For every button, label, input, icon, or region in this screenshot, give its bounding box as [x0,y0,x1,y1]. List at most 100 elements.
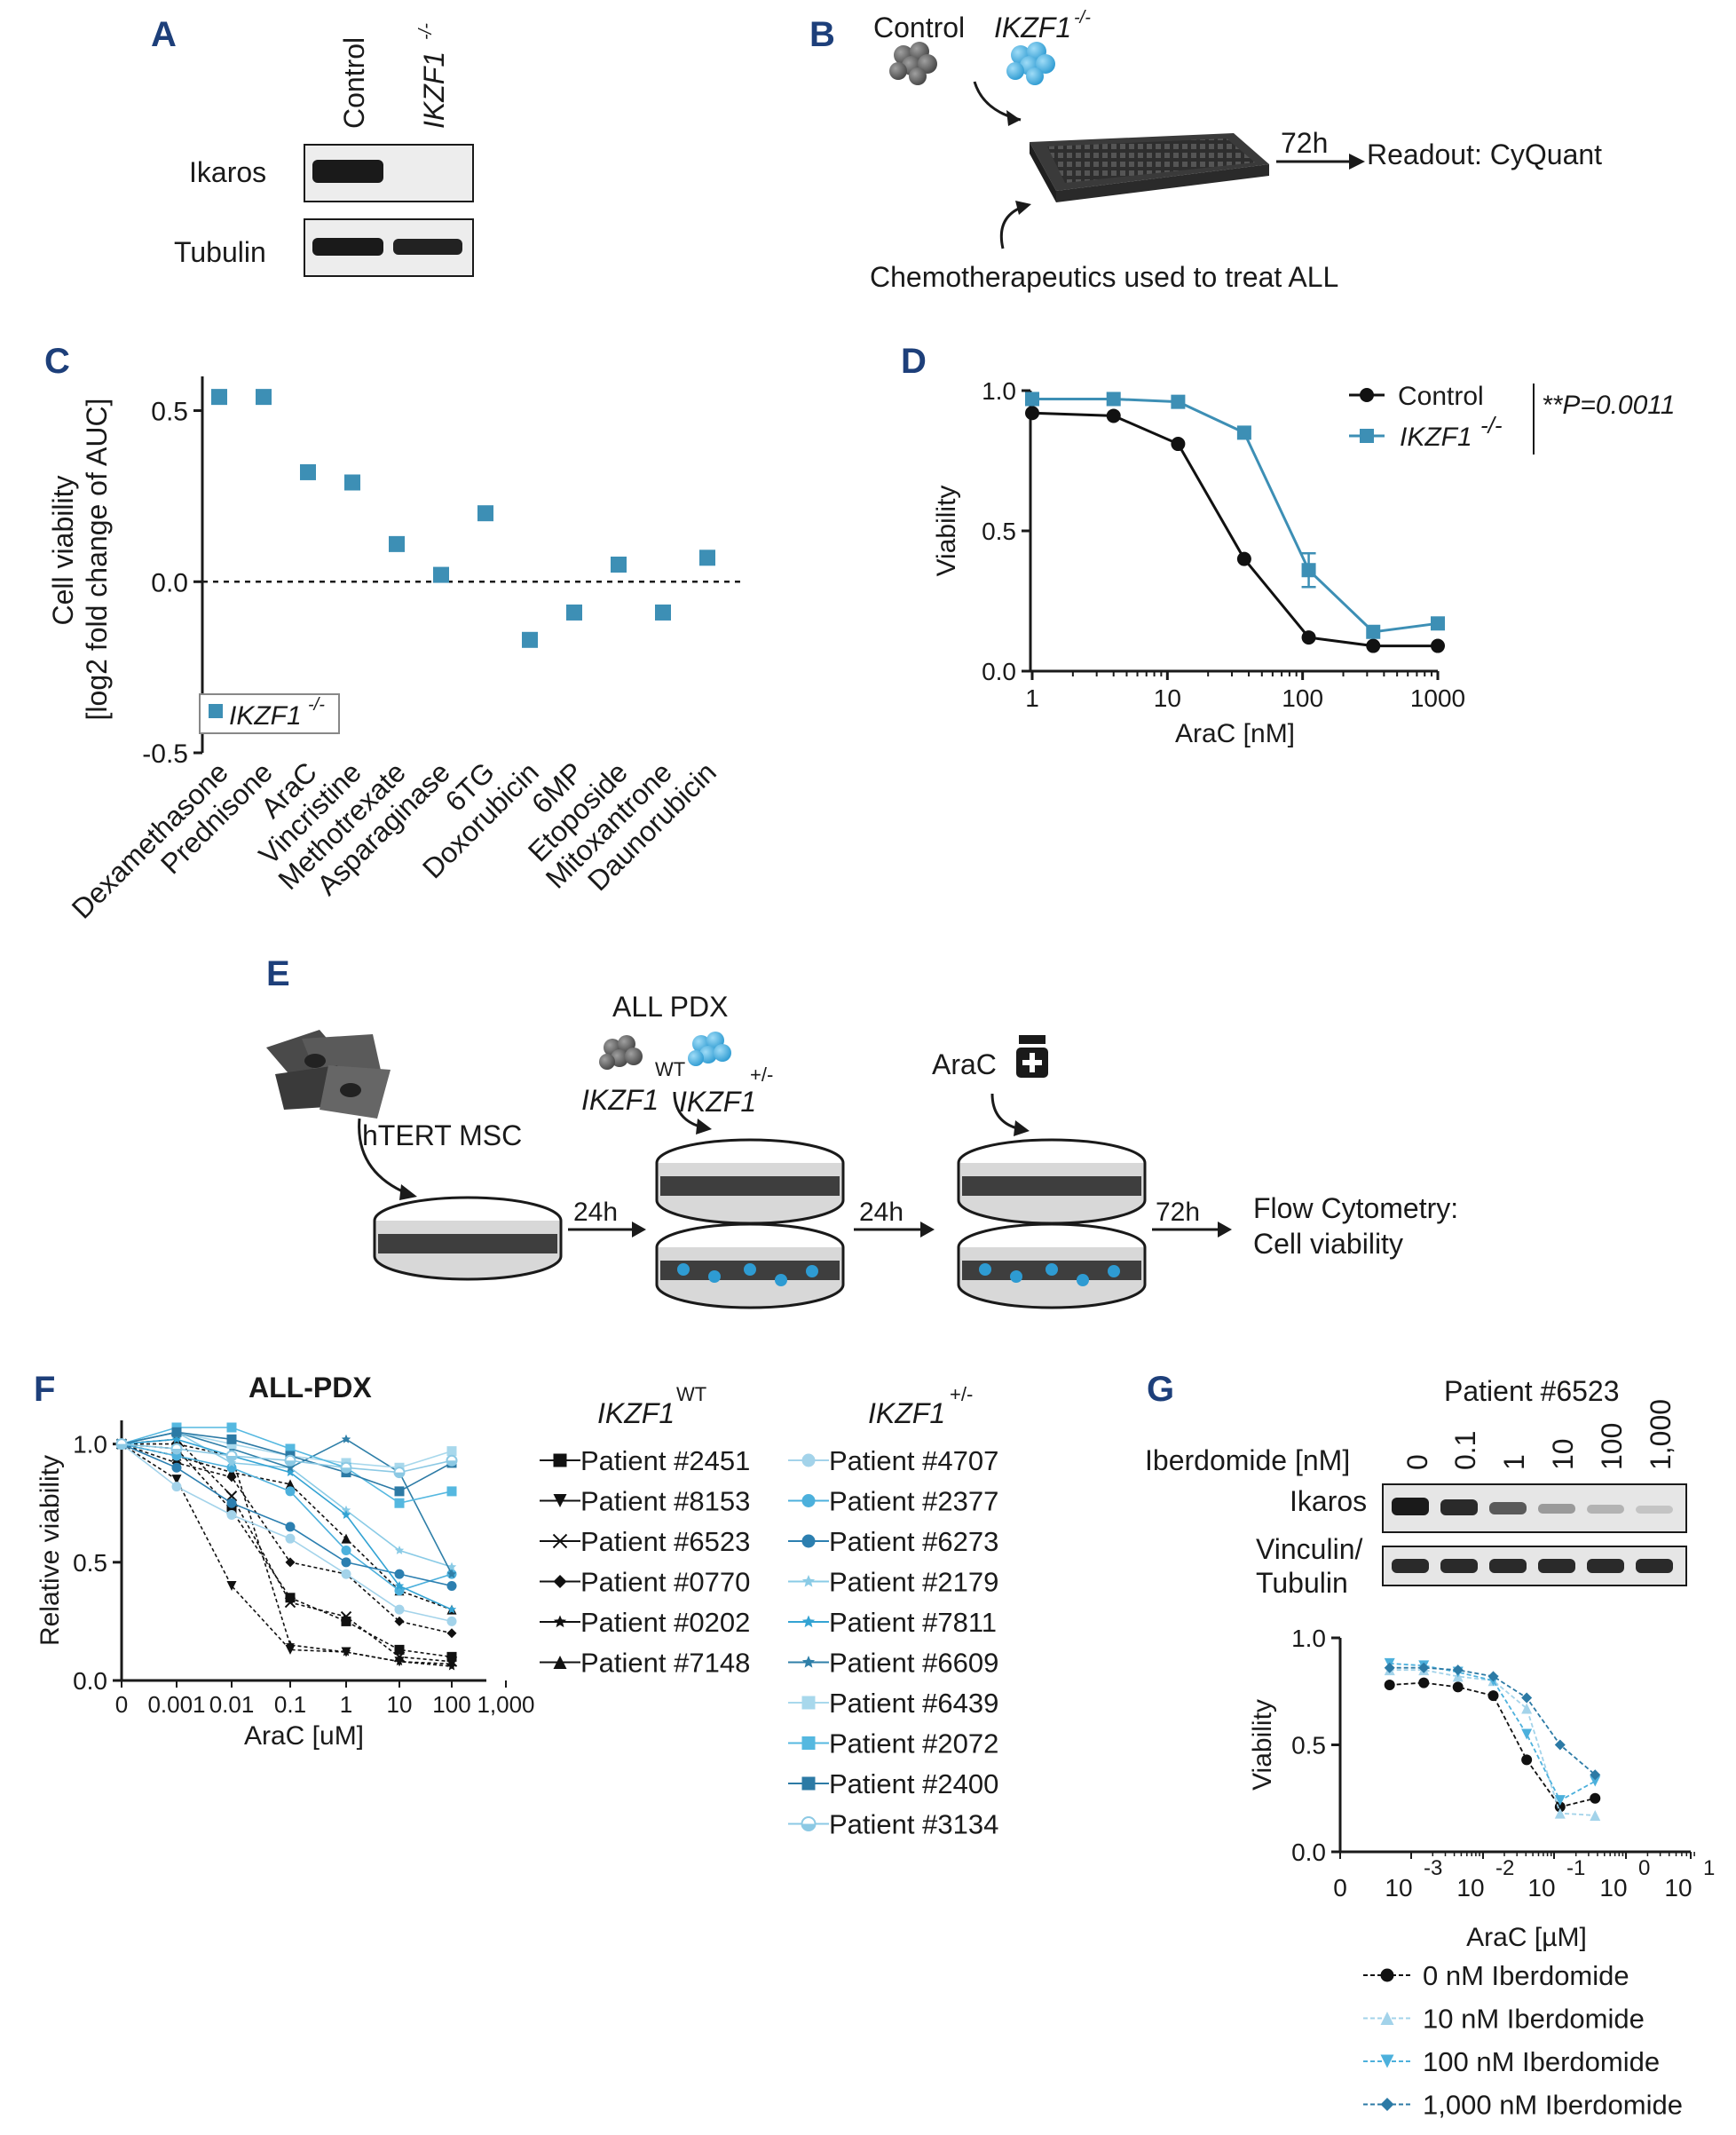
c-ytick-label: 0.5 [151,398,188,427]
f-point [394,1644,405,1655]
g-legend-label: 1,000 nM Iberdomide [1423,2090,1683,2121]
f-legend-label: Patient #6609 [829,1648,998,1679]
f-xtick-label: 1 [340,1691,352,1718]
g-point [1554,1739,1566,1751]
f-point [285,1640,296,1649]
f-point [394,1486,405,1497]
f-legend-label: Patient #0202 [580,1607,750,1638]
f-point [226,1422,237,1433]
c-point [699,550,715,566]
f-point [226,1580,237,1591]
panel-d-chart: D 1 10 100 1000 1.0 0.5 0.0 AraC [nM] Viability C… [901,342,1675,748]
f-point [285,1486,296,1497]
f-point [341,1505,351,1514]
g-dose-1: 0.1 [1449,1431,1481,1470]
f-point [394,1581,405,1590]
c-ylabel-2: [log2 fold change of AUC] [81,399,113,721]
g-xtick-base: 0 [1333,1874,1347,1902]
e-wt-sup: WT [655,1058,685,1080]
d-xtick-label: 10 [1154,684,1181,712]
c-legend-box [199,693,340,734]
f-point [171,1475,182,1485]
f-title: ALL-PDX [249,1372,372,1404]
g-legend-marker [1380,2098,1394,2111]
f-point [284,1596,296,1609]
g-point [1452,1681,1464,1693]
g-ytick-label: 0.0 [1291,1838,1326,1866]
g-dose-label: Iberdomide [nM] [1145,1444,1350,1476]
f-legend-label: Patient #2451 [580,1445,750,1476]
d-xtick-label: 1000 [1410,684,1465,712]
c-point [344,474,360,491]
f-legend-wt-sup: WT [676,1383,706,1405]
f-xtick-label: 1,000 [477,1691,534,1718]
g-dose-0: 0 [1401,1454,1433,1470]
d-line-1 [1032,398,1439,634]
f-point [446,1604,457,1614]
e-drug-label: AraC [932,1048,997,1080]
d-ytick-label: 1.0 [982,377,1016,405]
f-point [446,1446,457,1457]
e-t3: 72h [1156,1198,1200,1227]
panel-b: B Control IKZF1 -/- 72h Readout: CyQuant… [809,8,1602,293]
f-point [446,1454,458,1467]
g-xtick-base: 10 [1599,1874,1627,1902]
panel-g-label: G [1147,1370,1174,1409]
f-point [226,1458,237,1467]
panel-a-label: A [151,15,177,54]
f-xtick-label: 0 [115,1691,128,1718]
msc-cells-icon [266,1030,391,1119]
c-point [389,535,405,552]
f-legend-label: Patient #2400 [829,1768,998,1799]
g-legend-label: 100 nM Iberdomide [1423,2046,1660,2077]
f-point [394,1569,405,1579]
f-point [285,1557,296,1568]
f-ytick-label: 1.0 [73,1431,107,1459]
panel-f-chart: F ALL-PDX IKZF1 WT IKZF1 +/- 0 0.001 0.01 0… [34,1370,998,1840]
c-point [300,463,316,480]
f-legend-label: Patient #4707 [829,1445,998,1476]
b-control-label: Control [873,12,965,43]
d-annotation: **P=0.0011 [1542,391,1675,420]
g-xtick-base: 10 [1385,1874,1412,1902]
f-point [171,1482,182,1492]
g-legend-marker [1380,2054,1394,2068]
f-xtick-label: 0.1 [274,1691,306,1718]
f-point [285,1443,296,1454]
d-ylabel: Viability [932,486,961,577]
dish-msc [373,1196,563,1281]
f-legend-marker [801,1656,816,1668]
g-xtick-base: 10 [1527,1874,1555,1902]
f-legend-marker [801,1736,816,1750]
g-dose-2: 1 [1498,1454,1530,1470]
c-ylabel-1: Cell viability [47,476,79,626]
f-point [225,1491,238,1502]
g-point [1554,1795,1566,1807]
f-legend-marker [801,1615,816,1628]
panel-e-label: E [266,954,290,993]
f-point [285,1467,296,1476]
f-legend-marker [801,1696,816,1710]
panel-f-label: F [34,1370,55,1409]
g-legend-marker [1380,1968,1394,1982]
f-point-fill [116,1443,127,1450]
g-xtick-exp: -2 [1495,1856,1514,1880]
b-ko-label: IKZF1 [994,12,1071,43]
f-legend-marker [553,1575,567,1588]
f-legend-marker [801,1453,816,1467]
dish-pdx-wt [655,1138,845,1225]
e-het-sup: +/- [750,1064,773,1086]
d-point [1171,437,1186,452]
d-point [1431,638,1445,653]
panel-c-chart: C Cell viability [log2 fold change of AU… [44,342,746,925]
f-point [285,1522,296,1532]
f-point [446,1628,457,1639]
g-point [1554,1807,1566,1819]
f-point [285,1593,296,1603]
f-point [171,1434,182,1443]
dish-drug-het [957,1222,1147,1309]
f-point [394,1498,405,1508]
f-legend-het-title: IKZF1 [868,1397,945,1429]
g-blot-ikaros [1382,1483,1687,1533]
